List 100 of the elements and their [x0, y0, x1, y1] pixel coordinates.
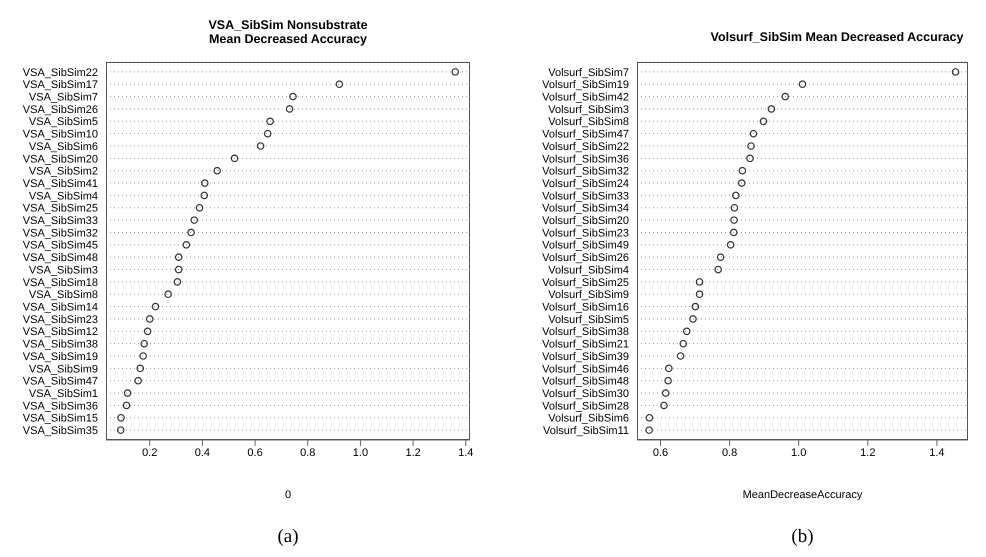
y-tick-label: VSA_SibSim8	[28, 289, 98, 302]
point	[689, 315, 697, 323]
point	[124, 389, 132, 397]
y-tick-label: Volsurf_SibSim11	[542, 425, 629, 438]
point	[730, 228, 738, 236]
y-tick-label: Volsurf_SibSim42	[542, 91, 629, 104]
x-tick-label: 1.0	[352, 446, 368, 459]
y-tick-label: VSA_SibSim48	[22, 252, 98, 264]
y-tick-label: Volsurf_SibSim22	[542, 140, 629, 153]
point	[213, 166, 221, 175]
y-tick-label: Volsurf_SibSim4	[548, 264, 629, 276]
point	[738, 166, 746, 175]
point	[174, 278, 182, 286]
point	[660, 402, 668, 410]
point	[256, 142, 264, 150]
point	[116, 426, 125, 434]
point	[952, 68, 960, 76]
point	[451, 68, 460, 76]
y-tick-label: VSA_SibSim41	[22, 178, 98, 190]
point	[646, 414, 654, 422]
y-tick-label: VSA_SibSim7	[28, 91, 98, 104]
y-tick-label: Volsurf_SibSim3	[548, 104, 629, 116]
y-tick-label: VSA_SibSim17	[22, 79, 98, 92]
y-tick-label: VSA_SibSim6	[28, 140, 98, 153]
point	[187, 228, 195, 236]
point	[289, 92, 297, 100]
point	[676, 352, 684, 360]
text: (b)	[790, 526, 815, 548]
point	[732, 192, 740, 200]
point	[336, 80, 344, 88]
point	[682, 327, 691, 336]
x-tick-label: 0.4	[194, 446, 210, 459]
y-tick-label: Volsurf_SibSim20	[542, 215, 629, 228]
y-tick-label: VSA_SibSim32	[22, 227, 98, 240]
y-tick-label: VSA_SibSim25	[22, 202, 98, 215]
point	[716, 253, 724, 261]
point	[662, 389, 670, 397]
point	[264, 130, 272, 138]
x-axis-title: 0	[284, 489, 292, 501]
point	[286, 105, 294, 113]
point	[696, 290, 704, 298]
x-tick-label: 0.6	[247, 446, 263, 459]
point	[164, 290, 172, 298]
point	[134, 376, 142, 385]
y-tick-label: VSA_SibSim23	[22, 314, 98, 326]
y-tick-label: VSA_SibSim12	[22, 326, 98, 338]
y-tick-label: VSA_SibSim2	[28, 166, 98, 178]
x-axis-title: MeanDecreaseAccuracy	[742, 489, 863, 501]
point	[750, 130, 758, 138]
point	[692, 302, 700, 310]
y-tick-label: VSA_SibSim33	[22, 215, 98, 228]
y-tick-label: Volsurf_SibSim46	[542, 363, 629, 376]
point	[730, 204, 738, 212]
y-tick-label: VSA_SibSim3	[28, 264, 98, 276]
y-tick-label: Volsurf_SibSim32	[542, 166, 629, 178]
point	[738, 179, 746, 187]
x-tick-label: 1.4	[458, 446, 474, 459]
y-tick-label: Volsurf_SibSim8	[548, 116, 629, 128]
chart-title: VSA_SibSim Nonsubstrate Mean Decreased Accuracy	[207, 18, 369, 46]
point	[726, 241, 734, 249]
point	[190, 216, 198, 224]
y-tick-label: Volsurf_SibSim23	[542, 227, 629, 240]
y-tick-label: VSA_SibSim36	[22, 400, 98, 412]
x-tick-label: 0.6	[652, 446, 668, 459]
y-tick-label: Volsurf_SibSim9	[548, 289, 629, 302]
point	[182, 241, 190, 249]
y-tick-label: VSA_SibSim38	[22, 338, 98, 351]
y-tick-label: Volsurf_SibSim49	[542, 240, 629, 252]
point	[746, 154, 754, 162]
y-tick-label: Volsurf_SibSim25	[542, 276, 629, 289]
point	[781, 92, 790, 100]
y-tick-label: Volsurf_SibSim30	[542, 388, 629, 400]
x-tick-label: 0.8	[300, 446, 316, 459]
y-tick-label: VSA_SibSim9	[28, 363, 98, 376]
point	[196, 204, 204, 212]
y-tick-label: VSA_SibSim20	[22, 153, 98, 166]
point	[117, 414, 125, 422]
point	[798, 80, 806, 88]
y-tick-label: Volsurf_SibSim48	[542, 376, 629, 388]
point	[696, 278, 704, 286]
y-tick-label: VSA_SibSim14	[22, 301, 98, 314]
point	[136, 364, 144, 372]
y-tick-label: Volsurf_SibSim33	[542, 190, 629, 202]
y-tick-label: Volsurf_SibSim7	[548, 66, 629, 79]
y-tick-label: VSA_SibSim1	[28, 388, 98, 400]
y-tick-label: Volsurf_SibSim5	[548, 314, 629, 326]
x-tick-label: 1.0	[791, 446, 806, 459]
y-tick-label: Volsurf_SibSim47	[542, 128, 629, 141]
text: (a)	[276, 526, 300, 548]
point	[230, 154, 238, 162]
y-tick-label: VSA_SibSim22	[22, 66, 98, 79]
point	[760, 117, 768, 126]
point	[266, 117, 274, 126]
point	[664, 364, 673, 372]
x-tick-label: 1.4	[929, 446, 945, 459]
x-tick-label: 1.2	[860, 446, 876, 459]
y-tick-label: VSA_SibSim4	[28, 190, 98, 202]
chart-title: Volsurf_SibSim Mean Decreased Accuracy	[710, 30, 964, 44]
point	[768, 105, 776, 113]
point	[146, 315, 154, 323]
